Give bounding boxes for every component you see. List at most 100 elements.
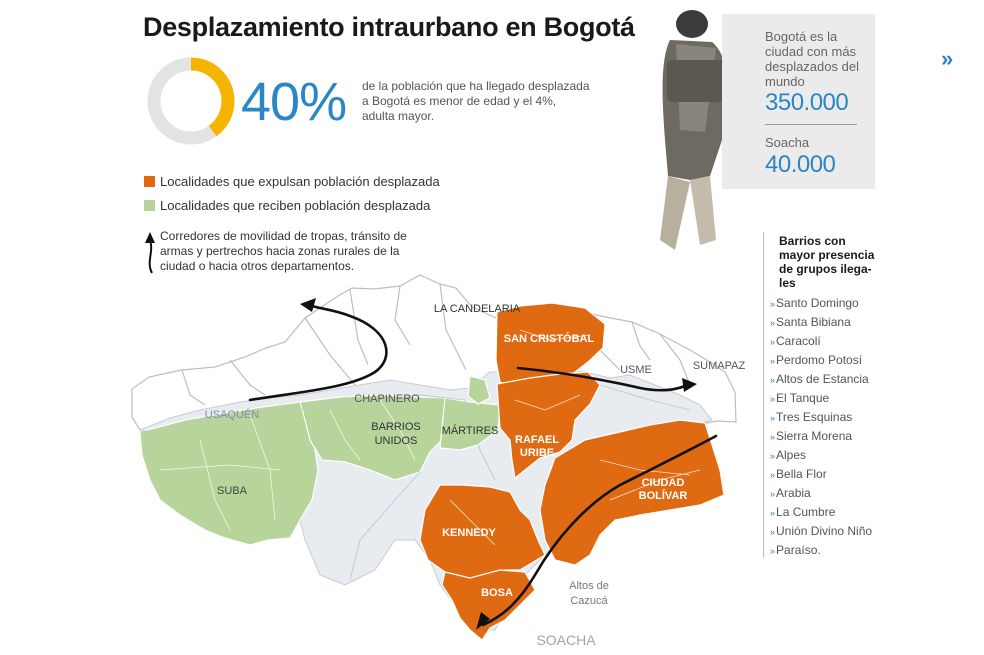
map-label-sumapaz: SUMAPAZ [693, 360, 746, 372]
bullet-icon: » [770, 394, 776, 404]
bogota-label: Bogotá es la ciudad con más desplazados … [765, 29, 859, 89]
legend-receive: Localidades que reciben población despla… [144, 198, 430, 213]
bullet-icon: » [770, 356, 776, 366]
bullet-icon: » [770, 470, 776, 480]
barrio-name: Arabia [776, 486, 811, 500]
bullet-icon: » [770, 432, 776, 442]
percentage-description: de la población que ha llegado desplazad… [362, 79, 590, 123]
list-item: »Santa Bibiana [770, 313, 880, 332]
corridor-arrow-south [481, 434, 718, 627]
corridor-arrow-icon [145, 232, 155, 274]
stats-box [722, 14, 875, 189]
stats-divider [765, 124, 857, 125]
legend-corridor-label: Corredores de movilidad de tropas, tráns… [160, 229, 407, 273]
barrio-name: El Tanque [776, 391, 830, 405]
list-item: »La Cumbre [770, 503, 880, 522]
legend-receive-label: Localidades que reciben población despla… [160, 198, 431, 213]
map-label-ciudad-bolivar-1: CIUDAD [642, 477, 685, 489]
barrio-name: Bella Flor [776, 467, 827, 481]
list-item: »Unión Divino Niño [770, 522, 880, 541]
map-label-la-candelaria: LA CANDELARIA [434, 303, 521, 315]
double-chevron-right-icon[interactable]: » [941, 46, 954, 71]
bullet-icon: » [770, 489, 776, 499]
street-lines [159, 329, 701, 546]
list-item: »Sierra Morena [770, 427, 880, 446]
barrios-title-line: mayor presencia [779, 248, 875, 262]
receiving-localities [139, 375, 501, 546]
barrio-name: Altos de Estancia [776, 372, 869, 386]
list-item: »Tres Esquinas [770, 408, 880, 427]
map-label-chapinero: CHAPINERO [354, 393, 420, 405]
corridor-arrowheads [300, 298, 697, 630]
barrio-name: Perdomo Potosí [776, 353, 863, 367]
barrios-title-line: les [779, 276, 796, 290]
list-item: »Arabia [770, 484, 880, 503]
bullet-icon: » [770, 375, 776, 385]
map-label-usme: USME [620, 364, 652, 376]
rafael-uribe-zone [496, 371, 601, 480]
percentage-donut [147, 57, 235, 145]
barrios-list: »Santo Domingo »Santa Bibiana »Caracolí … [770, 294, 880, 560]
barrios-unidos-zone [299, 394, 466, 481]
barrios-title: Barrios con mayor presencia de grupos il… [779, 234, 879, 290]
barrio-name: La Cumbre [776, 505, 836, 519]
barrio-name: Santa Bibiana [776, 315, 851, 329]
barrios-title-line: de grupos ilega- [779, 262, 872, 276]
barrio-name: Caracolí [776, 334, 821, 348]
list-item: »El Tanque [770, 389, 880, 408]
barrio-name: Sierra Morena [776, 429, 853, 443]
donut-arc [147, 57, 235, 145]
corridor-arrows [248, 304, 718, 627]
bullet-icon: » [770, 546, 776, 556]
map-label-martires: MÁRTIRES [442, 424, 499, 437]
barrio-name: Santo Domingo [776, 296, 859, 310]
map-label-suba: SUBA [217, 485, 248, 497]
corridor-arrow-east [516, 366, 687, 392]
bullet-icon: » [770, 413, 776, 423]
legend-expel: Localidades que expulsan población despl… [144, 174, 440, 189]
list-item: »Caracolí [770, 332, 880, 351]
map-label-altos-de-cazuca-2: Cazucá [570, 595, 608, 607]
map-label-kennedy: KENNEDY [442, 527, 496, 539]
map-label-barrios-unidos-1: BARRIOS [371, 421, 421, 433]
legend-receive-swatch [144, 200, 155, 211]
barrio-name: Unión Divino Niño [776, 524, 873, 538]
list-item: »Santo Domingo [770, 294, 880, 313]
barrios-divider [763, 232, 764, 558]
map-label-usaquen: USAQUÉN [205, 408, 259, 421]
barrio-name: Alpes [776, 448, 807, 462]
bullet-icon: » [770, 527, 776, 537]
map-label-bosa: BOSA [481, 587, 513, 599]
candelaria-zone [467, 375, 491, 405]
bosa-zone [441, 569, 536, 641]
list-item: »Paraíso. [770, 541, 880, 560]
bullet-icon: » [770, 451, 776, 461]
list-item: »Bella Flor [770, 465, 880, 484]
bullet-icon: » [770, 337, 776, 347]
page-title: Desplazamiento intraurbano en Bogotá [143, 12, 635, 42]
list-item: »Alpes [770, 446, 880, 465]
barrio-name: Paraíso. [776, 543, 821, 557]
martires-zone [439, 397, 501, 451]
map-label-altos-de-cazuca-1: Altos de [569, 580, 609, 592]
barrios-title-line: Barrios con [779, 234, 846, 248]
list-item: »Altos de Estancia [770, 370, 880, 389]
suba-zone [139, 401, 319, 546]
map-label-rafael-uribe-2: URIBE [520, 447, 554, 459]
corridor-arrow-north [248, 304, 388, 402]
bullet-icon: » [770, 318, 776, 328]
map-label-soacha: SOACHA [536, 632, 596, 648]
barrio-name: Tres Esquinas [776, 410, 853, 424]
percentage-value: 40% [241, 72, 347, 132]
map-label-barrios-unidos-2: UNIDOS [375, 435, 418, 447]
list-item: »Perdomo Potosí [770, 351, 880, 370]
bullet-icon: » [770, 299, 776, 309]
soacha-label: Soacha [765, 135, 810, 150]
locality-boundaries [139, 384, 691, 581]
soacha-value: 40.000 [765, 151, 836, 178]
map-label-san-cristobal: SAN CRISTÓBAL [504, 332, 595, 345]
bullet-icon: » [770, 508, 776, 518]
legend-expel-label: Localidades que expulsan población despl… [160, 174, 440, 189]
legend-expel-swatch [144, 176, 155, 187]
